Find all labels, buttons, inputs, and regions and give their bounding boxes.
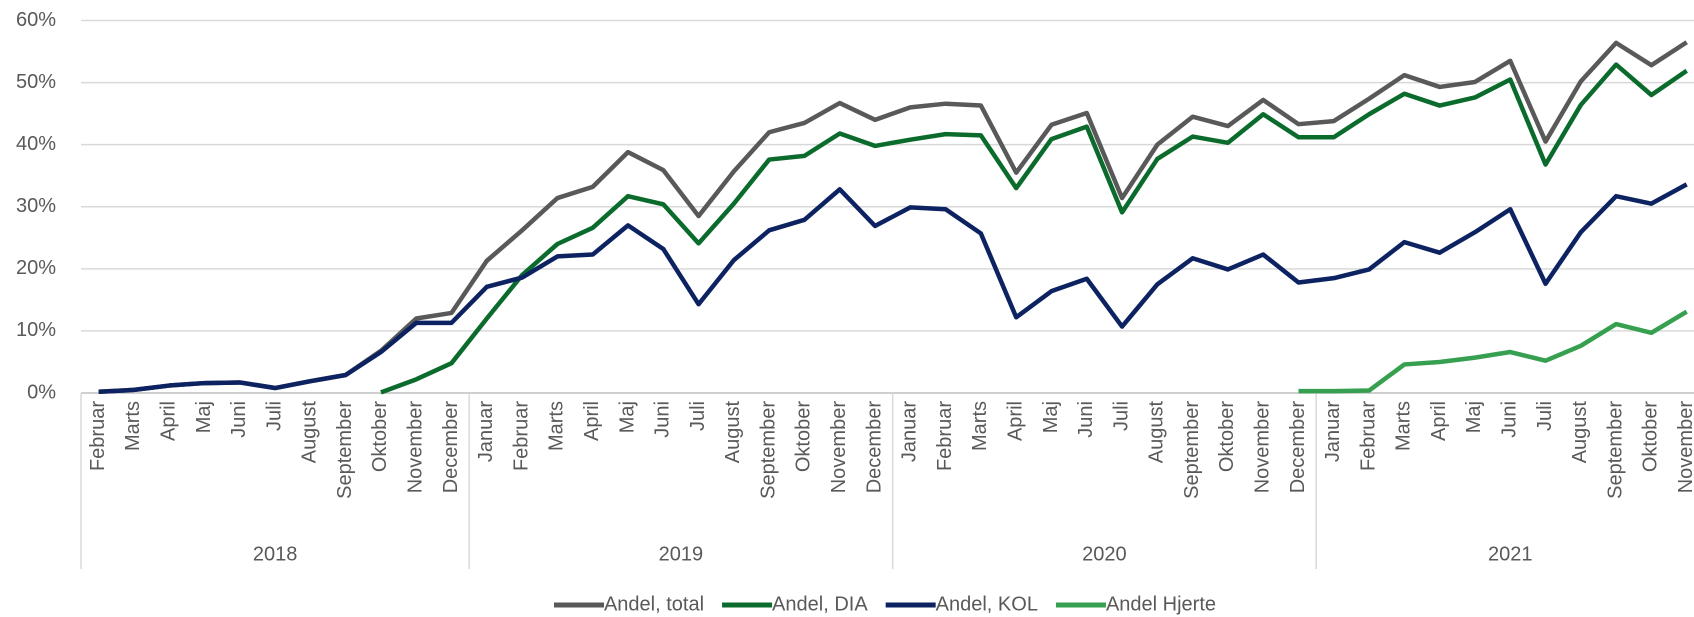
x-tick-label: November (828, 401, 850, 494)
x-tick-label: Juni (652, 401, 674, 438)
x-tick-label: April (581, 401, 603, 441)
y-tick-label: 60% (16, 9, 56, 31)
x-tick-label: Oktober (1640, 401, 1662, 472)
x-tick-label: Juli (687, 401, 709, 431)
x-tick-label: August (722, 401, 744, 464)
x-tick-label: Oktober (793, 401, 815, 472)
x-tick-label: Juli (263, 401, 285, 431)
legend-label: Andel, DIA (772, 593, 868, 615)
group-label: 2018 (253, 543, 298, 565)
x-tick-label: December (440, 401, 462, 494)
x-tick-label: August (1146, 401, 1168, 464)
x-tick-label: Februar (510, 401, 532, 471)
legend-label: Andel, KOL (936, 593, 1038, 615)
x-tick-label: September (334, 401, 356, 499)
x-tick-label: April (1004, 401, 1026, 441)
y-tick-label: 40% (16, 133, 56, 155)
x-tick-label: Maj (1040, 401, 1062, 433)
x-tick-label: Marts (1393, 401, 1415, 451)
x-tick-label: Januar (475, 401, 497, 462)
x-tick-label: November (405, 401, 427, 494)
x-tick-label: November (1251, 401, 1273, 494)
x-tick-label: August (299, 401, 321, 464)
y-tick-label: 50% (16, 71, 56, 93)
x-tick-label: Februar (1357, 401, 1379, 471)
group-label: 2021 (1488, 543, 1533, 565)
x-tick-label: August (1569, 401, 1591, 464)
group-label: 2020 (1082, 543, 1127, 565)
x-tick-label: Oktober (369, 401, 391, 472)
series-line (98, 182, 1688, 395)
x-tick-label: December (1287, 401, 1309, 494)
x-tick-label: September (757, 401, 779, 499)
x-tick-label: Februar (934, 401, 956, 471)
y-tick-label: 30% (16, 195, 56, 217)
legend-label: Andel Hjerte (1106, 593, 1216, 615)
x-tick-label: Marts (969, 401, 991, 451)
x-tick-label: Maj (1463, 401, 1485, 433)
x-tick-label: Februar (87, 401, 109, 471)
x-tick-label: September (1604, 401, 1626, 499)
group-label: 2019 (659, 543, 704, 565)
x-tick-label: Januar (899, 401, 921, 462)
legend-label: Andel, total (604, 593, 704, 615)
x-tick-label: April (1428, 401, 1450, 441)
series-line (380, 62, 1688, 395)
x-tick-label: April (158, 401, 180, 441)
x-tick-label: Maj (193, 401, 215, 433)
x-tick-label: Maj (616, 401, 638, 433)
y-tick-label: 10% (16, 319, 56, 341)
x-tick-label: Marts (546, 401, 568, 451)
x-tick-label: Marts (122, 401, 144, 451)
y-tick-label: 0% (27, 381, 56, 403)
x-tick-label: September (1181, 401, 1203, 499)
x-tick-label: Juni (228, 401, 250, 438)
x-tick-label: Juni (1499, 401, 1521, 438)
x-tick-label: Oktober (1216, 401, 1238, 472)
series-line (1298, 309, 1688, 394)
x-tick-label: Juli (1534, 401, 1556, 431)
x-tick-label: November (1675, 401, 1694, 494)
x-tick-label: Juli (1110, 401, 1132, 431)
x-tick-label: December (863, 401, 885, 494)
y-tick-label: 20% (16, 257, 56, 279)
x-tick-label: Januar (1322, 401, 1344, 462)
x-tick-label: Juni (1075, 401, 1097, 438)
